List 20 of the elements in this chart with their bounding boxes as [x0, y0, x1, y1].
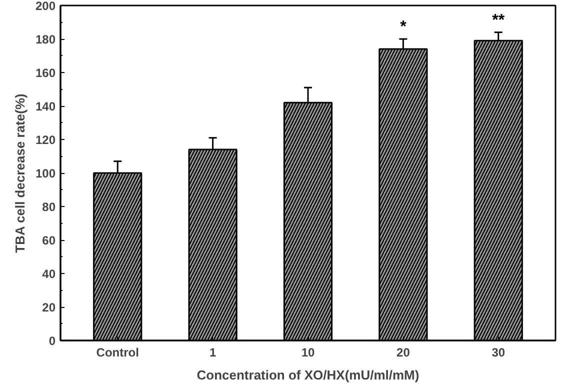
x-tick-label: 30	[492, 346, 506, 360]
x-axis-title: Concentration of XO/HX(mU/ml/mM)	[196, 368, 420, 382]
y-tick-label: 100	[35, 166, 56, 180]
x-tick-label: Control	[96, 346, 139, 360]
y-tick-label: 60	[42, 234, 56, 248]
y-tick-label: 20	[42, 300, 56, 314]
y-tick-label: 120	[35, 133, 56, 147]
y-tick-label: 0	[48, 334, 56, 348]
y-tick-label: 140	[35, 100, 56, 114]
annotation: *	[400, 18, 408, 36]
y-axis-title: TBA cell decrease rate(%)	[12, 94, 28, 253]
annotation: **	[492, 12, 506, 29]
y-tick-label: 40	[42, 267, 56, 281]
y-tick-label: 80	[42, 200, 56, 214]
x-tick-label: 10	[301, 346, 315, 360]
x-tick-label: 1	[209, 346, 216, 360]
y-tick-label: 160	[35, 66, 56, 80]
y-tick-label: 200	[35, 0, 56, 13]
x-tick-label: 20	[396, 346, 410, 360]
y-tick-label: 180	[35, 32, 56, 46]
